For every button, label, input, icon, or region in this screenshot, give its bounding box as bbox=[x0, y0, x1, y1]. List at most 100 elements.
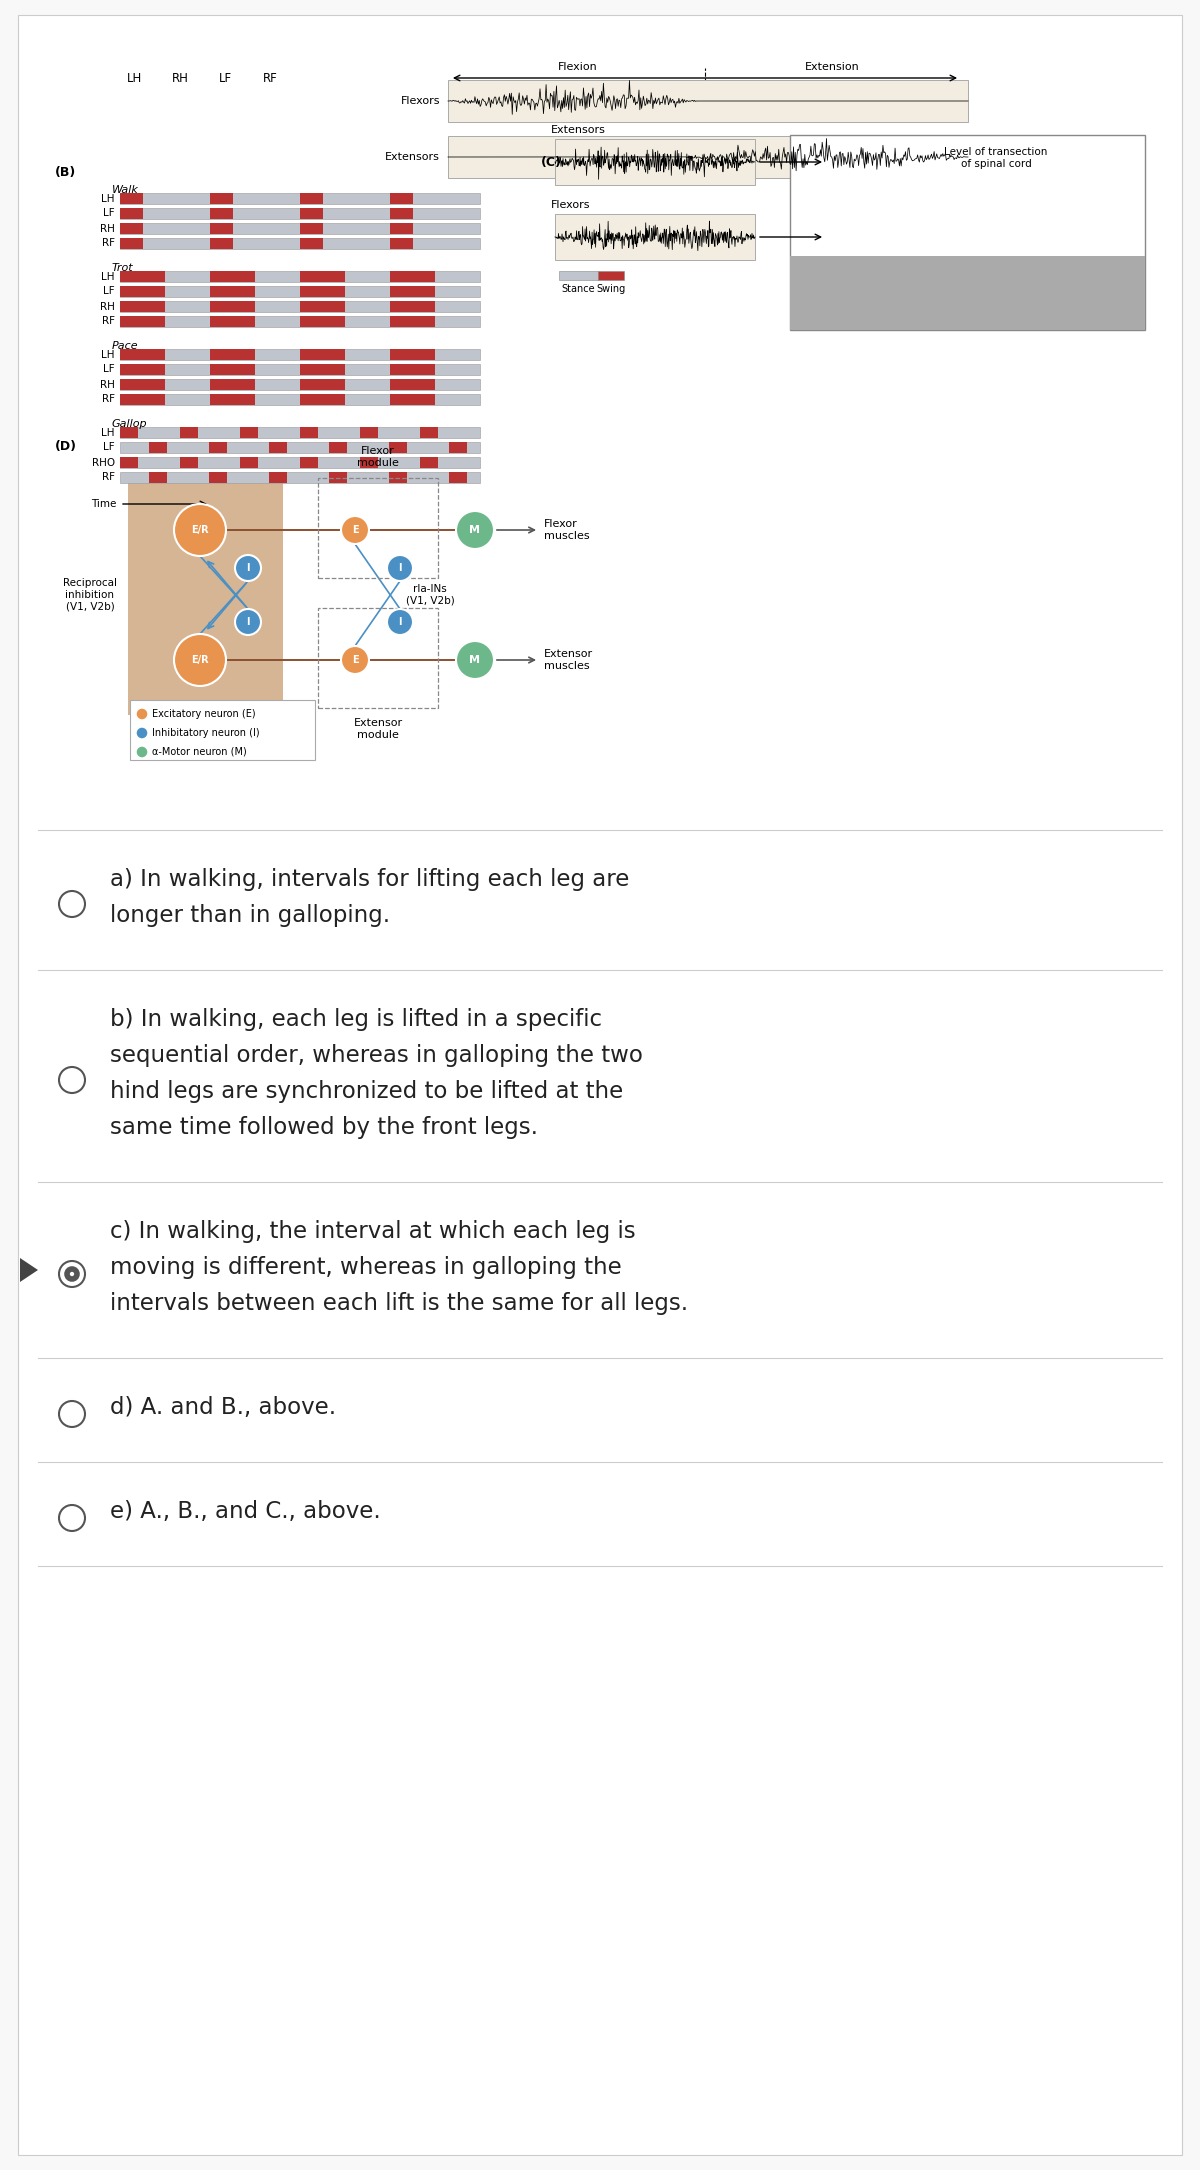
Text: d) A. and B., above.: d) A. and B., above. bbox=[110, 1395, 336, 1419]
Text: RF: RF bbox=[102, 473, 115, 482]
Bar bbox=[420, 458, 438, 469]
Bar bbox=[448, 137, 968, 178]
Bar bbox=[120, 427, 138, 438]
Bar bbox=[790, 135, 1145, 330]
Bar bbox=[120, 193, 143, 204]
Bar bbox=[390, 239, 413, 250]
Bar bbox=[120, 365, 480, 375]
Bar bbox=[390, 380, 436, 391]
Bar bbox=[449, 473, 467, 484]
Bar bbox=[598, 271, 624, 280]
Text: Reciprocal
inhibition
(V1, V2b): Reciprocal inhibition (V1, V2b) bbox=[64, 579, 118, 612]
Bar bbox=[180, 458, 198, 469]
Bar bbox=[300, 302, 346, 312]
Bar bbox=[130, 701, 314, 759]
Text: Flexors: Flexors bbox=[401, 95, 440, 106]
Text: LH: LH bbox=[102, 427, 115, 438]
Text: RH: RH bbox=[100, 302, 115, 312]
Bar bbox=[209, 443, 227, 454]
Bar bbox=[120, 224, 480, 234]
Bar bbox=[300, 427, 318, 438]
Text: Trot: Trot bbox=[112, 263, 133, 273]
Circle shape bbox=[341, 647, 370, 675]
Bar bbox=[554, 215, 755, 260]
Bar bbox=[318, 477, 438, 577]
Bar bbox=[389, 473, 407, 484]
Text: RH: RH bbox=[100, 224, 115, 234]
Bar bbox=[300, 365, 346, 375]
Bar bbox=[790, 256, 1145, 330]
Text: M: M bbox=[469, 655, 480, 664]
Text: RH: RH bbox=[100, 380, 115, 388]
Circle shape bbox=[59, 892, 85, 918]
Bar bbox=[300, 208, 323, 219]
Text: Extensor
muscles: Extensor muscles bbox=[544, 649, 593, 671]
Bar bbox=[120, 458, 138, 469]
Bar bbox=[120, 395, 480, 406]
Text: LH: LH bbox=[102, 349, 115, 360]
Bar bbox=[210, 395, 256, 406]
Bar bbox=[120, 317, 480, 328]
Text: Time: Time bbox=[91, 499, 116, 510]
Bar bbox=[300, 224, 323, 234]
Text: Excitatory neuron (E): Excitatory neuron (E) bbox=[152, 710, 256, 718]
Bar bbox=[210, 349, 256, 360]
Bar bbox=[120, 427, 480, 438]
Bar bbox=[300, 380, 346, 391]
Circle shape bbox=[136, 727, 148, 740]
Text: I: I bbox=[398, 616, 402, 627]
Bar bbox=[448, 80, 968, 122]
Text: a) In walking, intervals for lifting each leg are: a) In walking, intervals for lifting eac… bbox=[110, 868, 629, 892]
Bar bbox=[120, 193, 480, 204]
Text: RF: RF bbox=[263, 72, 277, 85]
Text: (D): (D) bbox=[55, 441, 77, 454]
Bar bbox=[180, 427, 198, 438]
Bar bbox=[120, 239, 480, 250]
Text: longer than in galloping.: longer than in galloping. bbox=[110, 905, 390, 927]
Bar bbox=[390, 302, 436, 312]
Text: (C): (C) bbox=[541, 156, 562, 169]
Text: LH: LH bbox=[102, 271, 115, 282]
Text: RF: RF bbox=[102, 317, 115, 326]
Text: Flexor
module: Flexor module bbox=[358, 447, 398, 469]
Bar bbox=[210, 365, 256, 375]
Text: Inhibitatory neuron (I): Inhibitatory neuron (I) bbox=[152, 727, 259, 738]
Bar bbox=[554, 139, 755, 184]
Text: Walk: Walk bbox=[112, 184, 139, 195]
Text: e) A., B., and C., above.: e) A., B., and C., above. bbox=[110, 1499, 380, 1523]
Text: E: E bbox=[352, 525, 359, 536]
Circle shape bbox=[235, 610, 262, 636]
Bar bbox=[210, 380, 256, 391]
Text: I: I bbox=[246, 616, 250, 627]
Bar bbox=[120, 286, 166, 297]
Circle shape bbox=[136, 707, 148, 720]
Text: α-Motor neuron (M): α-Motor neuron (M) bbox=[152, 746, 247, 757]
Bar bbox=[390, 365, 436, 375]
Bar bbox=[390, 395, 436, 406]
Bar bbox=[269, 443, 287, 454]
Text: Extensor
module: Extensor module bbox=[354, 718, 402, 740]
Circle shape bbox=[341, 516, 370, 545]
Bar bbox=[389, 443, 407, 454]
Bar bbox=[360, 458, 378, 469]
Bar bbox=[240, 458, 258, 469]
Circle shape bbox=[136, 746, 148, 757]
Text: same time followed by the front legs.: same time followed by the front legs. bbox=[110, 1115, 538, 1139]
Polygon shape bbox=[20, 1259, 38, 1282]
Bar bbox=[390, 349, 436, 360]
Circle shape bbox=[235, 556, 262, 582]
Bar bbox=[559, 271, 598, 280]
Bar bbox=[390, 208, 413, 219]
Bar bbox=[269, 473, 287, 484]
Text: Extensors: Extensors bbox=[551, 126, 606, 135]
Bar bbox=[120, 271, 166, 282]
Circle shape bbox=[456, 640, 494, 679]
Bar bbox=[300, 271, 346, 282]
Text: c) In walking, the interval at which each leg is: c) In walking, the interval at which eac… bbox=[110, 1220, 636, 1243]
Circle shape bbox=[59, 1261, 85, 1287]
Text: Swing: Swing bbox=[596, 284, 625, 293]
Bar bbox=[120, 365, 166, 375]
Bar bbox=[120, 349, 166, 360]
Text: rIa-INs
(V1, V2b): rIa-INs (V1, V2b) bbox=[406, 584, 455, 605]
Bar bbox=[360, 427, 378, 438]
